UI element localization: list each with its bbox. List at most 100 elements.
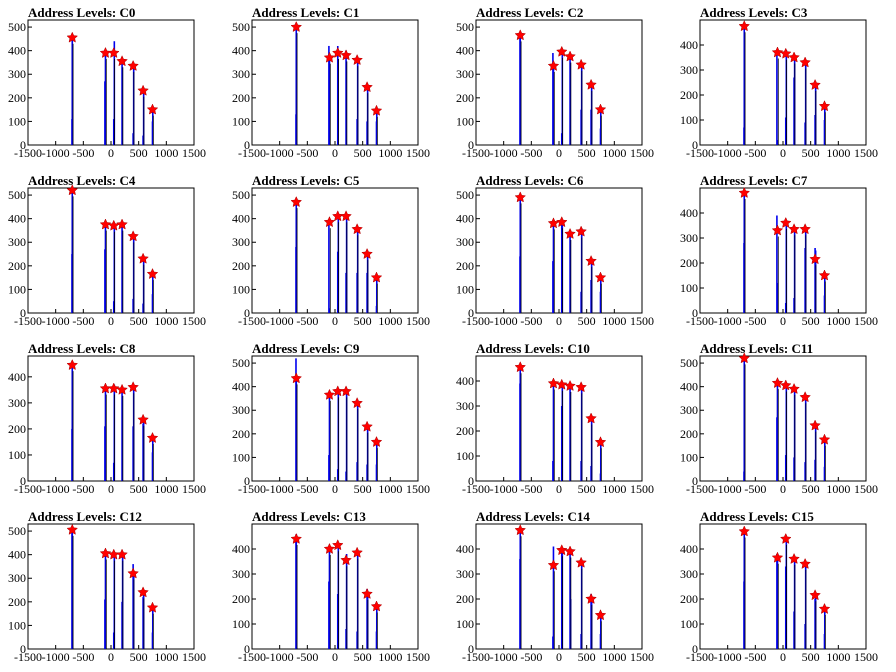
plot-frame [27, 187, 195, 314]
y-tick-label: 200 [680, 256, 698, 270]
y-tick-label: 0 [20, 138, 26, 152]
x-tick-label: 0 [332, 314, 338, 328]
peak-marker [564, 227, 576, 239]
chart-plot: 0 100 200 300 400 -1500 -1000 -500 0 500 1000 1500 [680, 523, 878, 664]
x-tick-label: -1500 [462, 314, 490, 328]
chart-panel: Address Levels: C4 0 100 200 300 400 500 -1500-… [0, 168, 224, 336]
peak-marker [290, 532, 303, 544]
peak-marker [575, 556, 587, 568]
x-tick-label: 500 [802, 482, 820, 496]
x-tick-label: 1500 [854, 650, 878, 664]
x-tick-label: 500 [354, 314, 372, 328]
y-tick-label: 100 [8, 618, 26, 632]
x-tick-label: 0 [108, 650, 114, 664]
x-tick-label: 1000 [378, 650, 402, 664]
peak-marker [370, 271, 383, 283]
x-tick-label: 500 [354, 650, 372, 664]
y-tick-label: 300 [456, 399, 474, 413]
y-tick-label: 400 [8, 212, 26, 226]
x-tick-label: 500 [130, 482, 148, 496]
y-tick-label: 200 [456, 259, 474, 273]
y-tick-label: 300 [8, 396, 26, 410]
chart-title: Address Levels: C0 [28, 5, 136, 20]
peak-marker [370, 104, 383, 116]
peak-marker [66, 523, 79, 535]
y-tick-label: 400 [8, 548, 26, 562]
x-tick-label: -1500 [238, 146, 266, 160]
y-tick-label: 100 [680, 617, 698, 631]
x-tick-label: 500 [130, 314, 148, 328]
y-tick-label: 200 [456, 91, 474, 105]
peak-marker [66, 358, 79, 371]
y-tick-label: 400 [232, 44, 250, 58]
chart-panel: Address Levels: C12 0 100 200 300 400 500 -1500… [0, 504, 224, 672]
y-tick-label: 300 [456, 567, 474, 581]
x-tick-label: 1000 [378, 314, 402, 328]
peak-marker [788, 552, 800, 564]
y-tick-label: 400 [680, 206, 698, 220]
chart-title: Address Levels: C5 [252, 173, 360, 188]
x-tick-label: -1000 [714, 650, 742, 664]
peak-marker [575, 225, 587, 237]
x-tick-label: 1000 [602, 146, 626, 160]
chart-title: Address Levels: C14 [476, 509, 590, 524]
x-tick-label: -500 [520, 146, 542, 160]
chart-panel: Address Levels: C3 0 100 200 300 400 -1500 -100… [672, 0, 896, 168]
y-tick-label: 0 [468, 138, 474, 152]
y-tick-label: 500 [8, 524, 26, 538]
y-tick-label: 100 [456, 282, 474, 296]
peak-marker [809, 419, 821, 431]
chart-title: Address Levels: C15 [700, 509, 814, 524]
y-tick-label: 100 [8, 282, 26, 296]
peak-marker [127, 59, 139, 71]
x-tick-label: -1000 [266, 146, 294, 160]
x-tick-label: -500 [72, 482, 94, 496]
chart-panel: Address Levels: C7 0 100 200 300 400 -1500 -100… [672, 168, 896, 336]
x-tick-label: -500 [72, 146, 94, 160]
plot-frame [251, 19, 419, 146]
y-tick-label: 500 [8, 188, 26, 202]
peak-marker [779, 532, 792, 544]
peak-marker [370, 435, 383, 448]
y-tick-label: 300 [232, 567, 250, 581]
x-tick-label: 1000 [826, 146, 850, 160]
x-tick-label: 1500 [182, 314, 206, 328]
x-tick-label: 1000 [826, 650, 850, 664]
peak-marker [771, 46, 784, 58]
peak-marker [66, 184, 79, 196]
peak-marker [594, 609, 607, 621]
peak-marker [788, 51, 800, 63]
chart-panel: Address Levels: C8 0 100 200 300 400 -1500 -100… [0, 336, 224, 504]
peak-marker [361, 81, 373, 93]
y-tick-label: 300 [8, 67, 26, 81]
x-tick-label: -1000 [42, 650, 70, 664]
chart-panel: Address Levels: C14 0 100 200 300 400 -1500 -10… [448, 504, 672, 672]
chart-title: Address Levels: C13 [252, 509, 366, 524]
x-tick-label: -1500 [686, 314, 714, 328]
x-tick-label: -1500 [14, 146, 42, 160]
peak-marker [99, 218, 112, 230]
chart-plot: 0 100 200 300 400 500 -1500 -1000 -500 0 500 1000 15… [8, 184, 206, 328]
y-tick-label: 0 [468, 306, 474, 320]
y-tick-label: 500 [456, 188, 474, 202]
x-tick-label: -1500 [462, 482, 490, 496]
peak-marker [99, 547, 112, 559]
peak-marker [146, 431, 159, 443]
x-tick-label: 1000 [154, 146, 178, 160]
x-tick-label: 1500 [854, 146, 878, 160]
peak-marker [555, 544, 568, 556]
chart-title: Address Levels: C2 [476, 5, 584, 20]
y-tick-label: 200 [232, 427, 250, 441]
chart-title: Address Levels: C1 [252, 5, 360, 20]
peak-marker [564, 545, 576, 557]
x-tick-label: 500 [802, 146, 820, 160]
plot-frame [475, 355, 643, 482]
y-tick-label: 0 [244, 474, 250, 488]
x-tick-label: -1000 [490, 482, 518, 496]
x-tick-label: -1500 [238, 650, 266, 664]
peak-marker [361, 587, 373, 599]
y-tick-label: 200 [8, 91, 26, 105]
x-tick-label: -1000 [266, 482, 294, 496]
peak-marker [146, 601, 159, 613]
plot-frame [27, 523, 195, 650]
